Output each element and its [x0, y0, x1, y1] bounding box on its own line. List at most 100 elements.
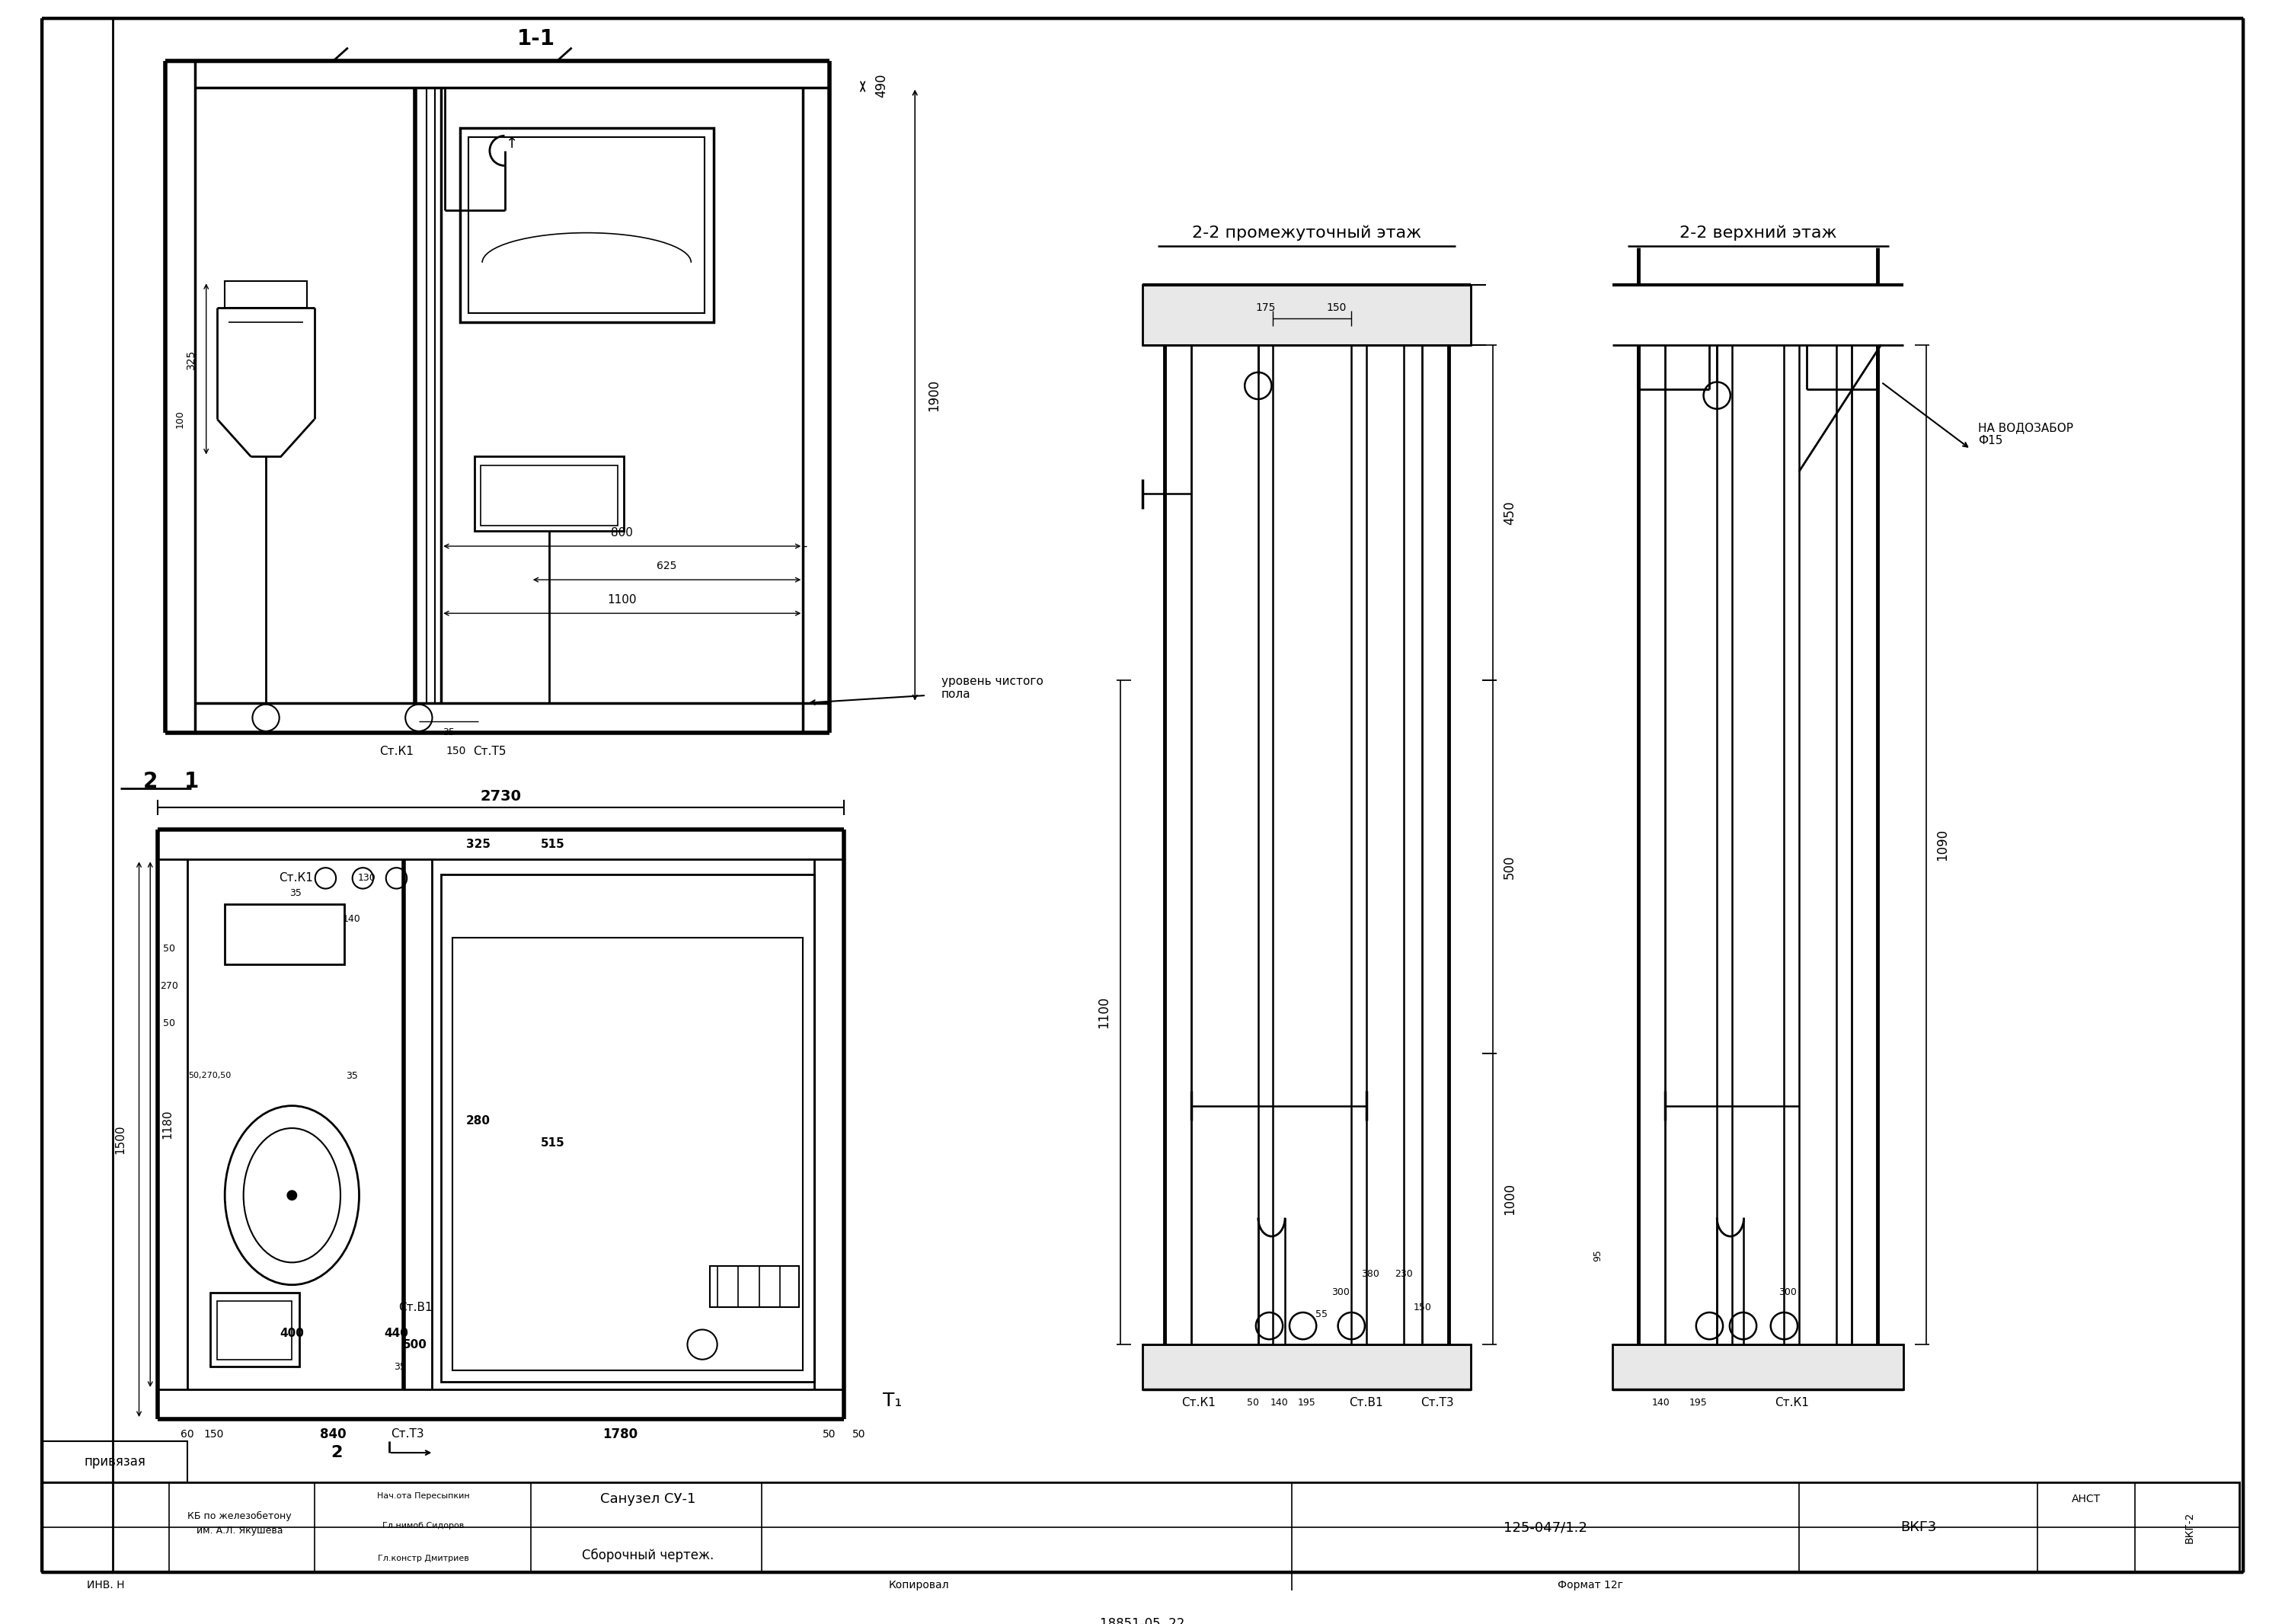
Text: Гл.нимоб Сидоров: Гл.нимоб Сидоров: [382, 1522, 464, 1530]
Text: 515: 515: [542, 1137, 564, 1148]
Text: 1100: 1100: [608, 594, 638, 606]
Bar: [441, 874, 813, 1382]
Text: 1000: 1000: [1504, 1182, 1517, 1215]
Text: Ст.К1: Ст.К1: [379, 745, 414, 757]
Text: Т₁: Т₁: [882, 1392, 903, 1410]
Text: 500: 500: [402, 1338, 427, 1350]
Text: 150: 150: [203, 1429, 224, 1439]
Text: ВКГ3: ВКГ3: [1901, 1520, 1935, 1535]
Text: 325: 325: [185, 349, 197, 370]
Text: Сборочный чертеж.: Сборочный чертеж.: [583, 1549, 713, 1562]
Text: 195: 195: [1298, 1398, 1316, 1408]
Text: 35: 35: [393, 1363, 407, 1372]
Text: 18851-05  22: 18851-05 22: [1099, 1618, 1186, 1624]
Text: 380: 380: [1362, 1268, 1380, 1278]
Bar: [210, 1293, 299, 1367]
Text: Копировал: Копировал: [889, 1580, 948, 1592]
Circle shape: [288, 1190, 297, 1200]
Bar: [41, 1483, 2239, 1572]
Text: 1180: 1180: [162, 1109, 174, 1138]
Text: 150: 150: [1412, 1302, 1430, 1312]
Text: 1: 1: [183, 770, 199, 793]
Text: 440: 440: [384, 1328, 409, 1340]
Text: Ст.К1: Ст.К1: [1181, 1397, 1216, 1408]
Bar: [468, 138, 704, 313]
Text: 50,270,50: 50,270,50: [187, 1072, 231, 1080]
Text: 325: 325: [466, 840, 491, 851]
Text: ИНВ. Н: ИНВ. Н: [87, 1580, 123, 1592]
Text: 150: 150: [446, 745, 466, 757]
Text: 50: 50: [823, 1429, 836, 1439]
Text: 100: 100: [176, 411, 185, 429]
Text: Нач.ота Пересыпкин: Нач.ота Пересыпкин: [377, 1492, 471, 1501]
Text: 300: 300: [1778, 1288, 1796, 1298]
Bar: [480, 466, 617, 525]
Bar: [224, 281, 306, 307]
Bar: [1613, 1345, 1903, 1389]
Text: 1-1: 1-1: [516, 28, 555, 49]
Text: 35: 35: [290, 888, 302, 898]
Text: Санузел СУ-1: Санузел СУ-1: [601, 1492, 695, 1505]
Text: 2: 2: [331, 1445, 343, 1460]
Text: 2-2 промежуточный этаж: 2-2 промежуточный этаж: [1193, 226, 1421, 240]
Bar: [711, 1267, 800, 1307]
Text: 50: 50: [1248, 1398, 1259, 1408]
Text: 50: 50: [852, 1429, 866, 1439]
Text: уровень чистого
пола: уровень чистого пола: [941, 676, 1042, 700]
Text: 175: 175: [1254, 302, 1275, 313]
Bar: [224, 905, 345, 965]
Text: Ст.В1: Ст.В1: [398, 1301, 432, 1312]
Text: Ст.Т5: Ст.Т5: [473, 745, 507, 757]
Text: 95: 95: [1593, 1249, 1602, 1262]
Text: 60: 60: [181, 1429, 194, 1439]
Text: 140: 140: [343, 914, 361, 924]
Text: 140: 140: [1270, 1398, 1289, 1408]
Text: 270: 270: [160, 981, 178, 991]
Bar: [475, 456, 624, 531]
Text: 450: 450: [1504, 500, 1517, 525]
Text: 2-2 верхний этаж: 2-2 верхний этаж: [1679, 226, 1837, 240]
Text: 1090: 1090: [1935, 828, 1949, 861]
Text: 500: 500: [1504, 854, 1517, 879]
Text: 230: 230: [1394, 1268, 1412, 1278]
Text: привязая: привязая: [85, 1455, 146, 1468]
Text: КБ по железобетону: КБ по железобетону: [187, 1512, 292, 1522]
Text: им. А.Л. Якушева: им. А.Л. Якушева: [197, 1527, 283, 1536]
Text: Ст.В1: Ст.В1: [1350, 1397, 1382, 1408]
Text: 1900: 1900: [928, 380, 941, 411]
Text: Ст.К1: Ст.К1: [279, 872, 313, 883]
Text: 50: 50: [162, 1018, 176, 1028]
Text: 150: 150: [1325, 302, 1346, 313]
Text: НА ВОДОЗАБОР
Ф15: НА ВОДОЗАБОР Ф15: [1979, 422, 2072, 447]
Text: 1500: 1500: [114, 1125, 126, 1155]
Bar: [459, 128, 713, 322]
Text: Ст.Т3: Ст.Т3: [391, 1429, 425, 1440]
Text: Формат 12г: Формат 12г: [1558, 1580, 1622, 1592]
Bar: [1142, 1345, 1472, 1389]
Text: 55: 55: [1316, 1309, 1328, 1320]
Text: 625: 625: [656, 560, 676, 572]
Bar: [41, 1442, 187, 1483]
Text: 515: 515: [542, 840, 564, 851]
Text: 2730: 2730: [480, 789, 521, 804]
Text: Гл.констр Дмитриев: Гл.констр Дмитриев: [377, 1554, 468, 1562]
Text: АНСТ: АНСТ: [2072, 1494, 2100, 1504]
Text: ВКГ-2: ВКГ-2: [2184, 1512, 2194, 1543]
Text: 400: 400: [279, 1328, 304, 1340]
Text: 140: 140: [1652, 1398, 1670, 1408]
Text: 840: 840: [320, 1427, 347, 1440]
Text: Ст.Т3: Ст.Т3: [1421, 1397, 1453, 1408]
Text: ↑: ↑: [505, 136, 519, 151]
Text: 35: 35: [345, 1070, 359, 1082]
Text: 2: 2: [144, 770, 158, 793]
Text: 1100: 1100: [1097, 997, 1111, 1028]
Text: 1780: 1780: [603, 1427, 638, 1440]
Bar: [452, 939, 802, 1371]
Text: 130: 130: [356, 874, 375, 883]
Bar: [1142, 286, 1472, 344]
Text: 125-047/1.2: 125-047/1.2: [1504, 1520, 1588, 1535]
Text: 800: 800: [610, 528, 633, 539]
Bar: [217, 1301, 292, 1359]
Text: 280: 280: [466, 1116, 491, 1127]
Text: 300: 300: [1332, 1288, 1350, 1298]
